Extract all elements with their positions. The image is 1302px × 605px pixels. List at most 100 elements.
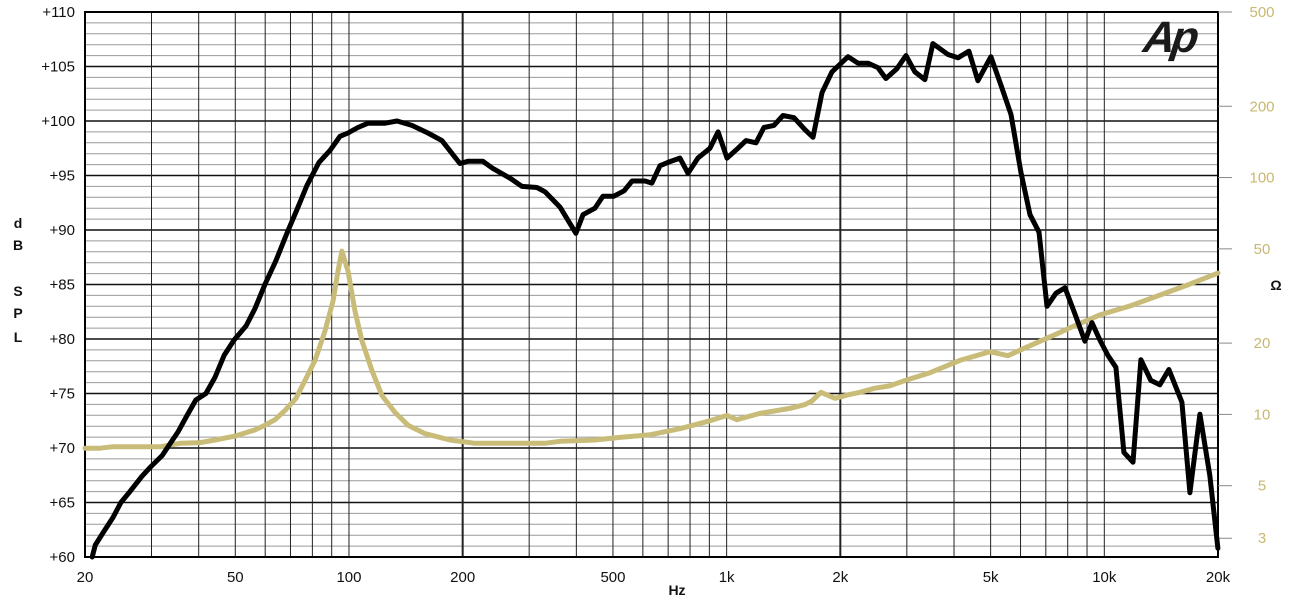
- spl-point: [876, 66, 880, 70]
- spl-point: [356, 126, 360, 130]
- y-right-tick-label: 20: [1254, 335, 1271, 352]
- impedance-point: [928, 371, 932, 375]
- impedance-point: [846, 393, 850, 397]
- impedance-point: [1216, 271, 1220, 275]
- spl-point: [574, 231, 578, 235]
- spl-point: [931, 42, 935, 46]
- spl-point: [601, 194, 605, 198]
- spl-point: [772, 123, 776, 127]
- impedance-point: [788, 406, 792, 410]
- impedance-point: [810, 399, 814, 403]
- x-tick-label: 2k: [832, 569, 848, 586]
- spl-point: [338, 134, 342, 138]
- spl-point: [111, 516, 115, 520]
- spl-point: [612, 194, 616, 198]
- spl-point: [1198, 412, 1202, 416]
- x-tick-label: 20k: [1206, 569, 1231, 586]
- spl-point: [535, 185, 539, 189]
- spl-point: [946, 53, 950, 57]
- impedance-point: [448, 438, 452, 442]
- spl-point: [426, 131, 430, 135]
- impedance-point: [1028, 344, 1032, 348]
- spl-point: [1167, 368, 1171, 372]
- spl-point: [140, 474, 144, 478]
- y-left-axis-label-letter: L: [14, 329, 23, 345]
- grid: [84, 11, 1219, 558]
- spl-point: [593, 206, 597, 210]
- impedance-point: [498, 441, 502, 445]
- impedance-point: [678, 427, 682, 431]
- impedance-point: [346, 269, 350, 273]
- spl-point: [520, 184, 524, 188]
- impedance-point: [158, 445, 162, 449]
- impedance-point: [294, 396, 298, 400]
- spl-point: [160, 454, 164, 458]
- impedance-point: [1128, 304, 1132, 308]
- impedance-point: [313, 358, 317, 362]
- spl-point: [686, 171, 690, 175]
- spl-point: [328, 148, 332, 152]
- y-left-tick-label: +75: [50, 386, 75, 403]
- spl-point: [1208, 473, 1212, 477]
- spl-point: [222, 353, 226, 357]
- spl-point: [581, 213, 585, 217]
- x-tick-label: 10k: [1092, 569, 1117, 586]
- spl-point: [176, 430, 180, 434]
- spl-point: [1216, 546, 1220, 550]
- y-right-tick-label: 10: [1254, 406, 1271, 423]
- spl-point: [558, 205, 562, 209]
- spl-point: [1106, 353, 1110, 357]
- tick-labels: +110 +105 +100 +95 +90 +85 +80 +75 +70 +65 +60 dB SP…: [13, 4, 1282, 598]
- x-tick-label: 20: [77, 569, 94, 586]
- y-right-axis-label: Ω: [1270, 277, 1281, 293]
- series-layer: [82, 41, 1221, 560]
- impedance-point: [273, 418, 277, 422]
- spl-point: [149, 465, 153, 469]
- spl-point: [184, 415, 188, 419]
- y-right-tick-label: 100: [1249, 170, 1274, 187]
- impedance-point: [903, 379, 907, 383]
- impedance-point: [360, 339, 364, 343]
- impedance-point: [393, 410, 397, 414]
- spl-point: [93, 543, 97, 547]
- spl-point: [650, 181, 654, 185]
- y-right-tick-label: 500: [1249, 4, 1274, 21]
- spl-point: [1090, 321, 1094, 325]
- spl-series: [89, 41, 1221, 560]
- spl-point: [119, 501, 123, 504]
- spl-point: [274, 259, 278, 263]
- spl-point: [630, 179, 634, 183]
- y-left-tick-label: +105: [41, 59, 75, 76]
- impedance-point: [873, 386, 877, 390]
- spl-point: [317, 160, 321, 164]
- impedance-point: [110, 445, 114, 449]
- spl-point: [410, 123, 414, 127]
- spl-point: [643, 179, 647, 183]
- spl-point: [1188, 491, 1192, 495]
- spl-point: [1019, 170, 1023, 174]
- spl-point: [989, 55, 993, 59]
- spl-point: [678, 156, 682, 160]
- spl-point: [1158, 383, 1162, 387]
- impedance-point: [618, 435, 622, 439]
- impedance-point: [98, 446, 102, 450]
- impedance-point: [303, 379, 307, 383]
- spl-point: [285, 231, 289, 235]
- impedance-point: [370, 369, 374, 373]
- spl-point: [90, 555, 94, 559]
- spl-point: [395, 119, 399, 123]
- impedance-point: [958, 358, 962, 362]
- spl-point: [792, 116, 796, 120]
- ap-logo: Ap: [1137, 12, 1206, 62]
- spl-point: [168, 442, 172, 446]
- y-right-tick-label: 50: [1254, 241, 1271, 258]
- impedance-point: [253, 428, 257, 432]
- impedance-point: [1098, 313, 1102, 317]
- spl-point: [1149, 378, 1153, 382]
- spl-point: [263, 283, 267, 286]
- impedance-point: [888, 384, 892, 388]
- x-axis-label: Hz: [668, 582, 685, 598]
- spl-point: [1122, 450, 1126, 454]
- impedance-point: [213, 438, 217, 442]
- spl-point: [1028, 213, 1032, 217]
